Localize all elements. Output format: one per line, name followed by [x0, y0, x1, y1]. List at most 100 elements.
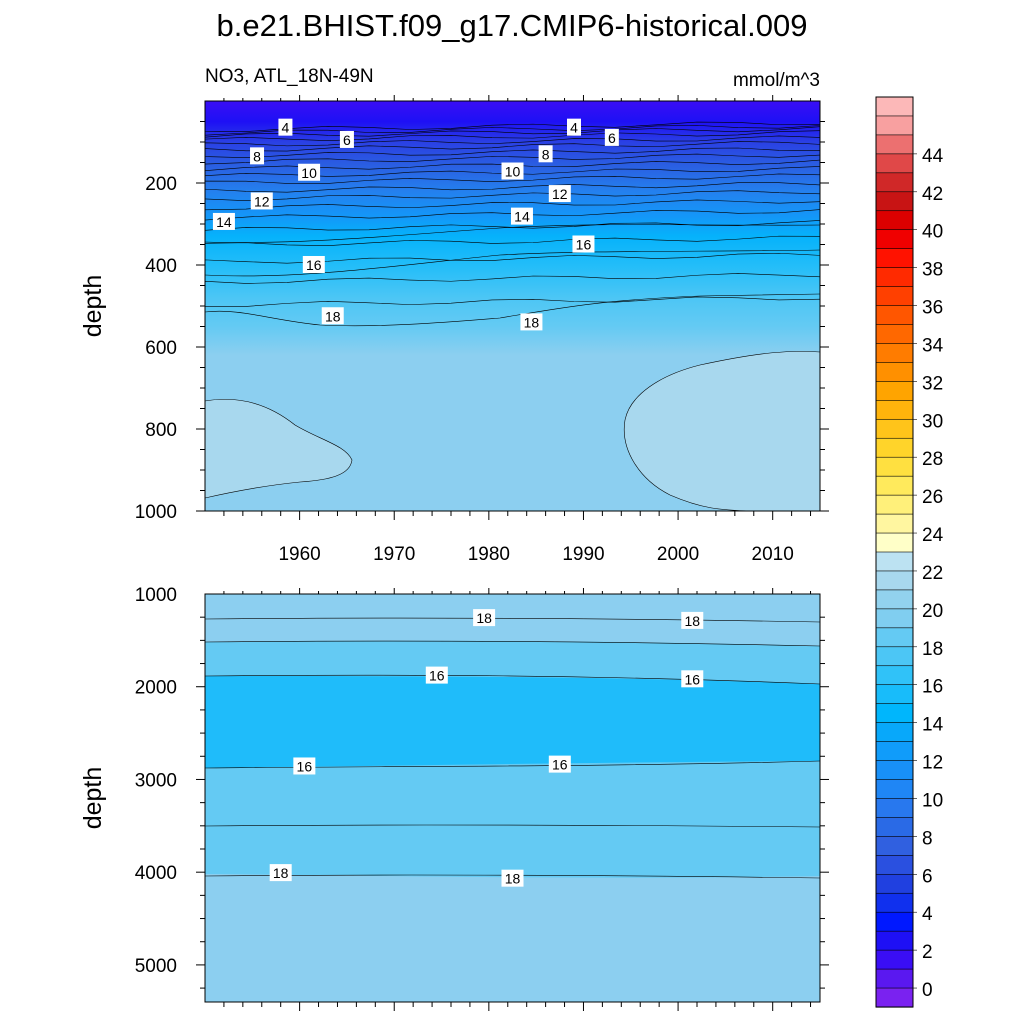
contour-label: 14: [216, 214, 232, 230]
y-tick-label: 600: [145, 338, 177, 359]
contour-label: 16: [306, 257, 322, 273]
contour-label: 18: [325, 308, 341, 324]
contour-label: 4: [282, 120, 290, 136]
contour-label: 16: [576, 237, 592, 253]
colorbar-box: [875, 362, 914, 382]
contour-label: 8: [253, 148, 261, 164]
contour-label: 8: [542, 146, 550, 162]
contour-label: 4: [570, 120, 578, 136]
colorbar-label: 8: [922, 828, 933, 849]
contour-label: 6: [343, 132, 351, 148]
contour-label: 6: [608, 130, 616, 146]
upper-blob-right: [623, 351, 820, 511]
subtitle-variable: NO3, ATL_18N-49N: [205, 66, 374, 87]
colorbar-box: [875, 172, 914, 193]
contour-label: 16: [429, 668, 445, 684]
colorbar-box: [875, 134, 914, 155]
colorbar-label: 32: [922, 373, 943, 394]
colorbar-label: 14: [922, 715, 944, 736]
y-tick-label: 3000: [135, 770, 177, 791]
contour-label-box: [520, 313, 543, 331]
colorbar-box: [875, 229, 914, 250]
colorbar-box: [875, 418, 914, 439]
colorbar-label: 26: [922, 487, 943, 508]
contour-label-box: [501, 869, 524, 887]
colorbar-box: [875, 305, 914, 326]
contour-label: 16: [684, 671, 700, 687]
colorbar-box: [875, 911, 914, 932]
contour-label-box: [250, 147, 265, 165]
contour-label-box: [567, 118, 581, 136]
y-tick-label: 800: [145, 420, 177, 441]
upper-y-axis-label: depth: [79, 275, 107, 338]
colorbar-box: [875, 968, 914, 989]
colorbar-box: [875, 191, 914, 212]
colorbar-box: [875, 987, 914, 1008]
y-tick-label: 1000: [135, 585, 177, 606]
contour-label-box: [212, 212, 235, 230]
colorbar-box: [875, 798, 914, 819]
lower-y-axis-label: depth: [79, 767, 107, 830]
colorbar-box: [875, 400, 914, 420]
colorbar-box: [875, 248, 914, 269]
contour-label: 18: [273, 865, 289, 881]
colorbar-label: 16: [922, 677, 943, 698]
colorbar-box: [875, 456, 914, 477]
contour-label-box: [548, 755, 571, 773]
contour-label: 16: [297, 758, 313, 774]
y-tick-label: 5000: [135, 956, 177, 977]
contour-label: 14: [514, 209, 530, 225]
contour-label: 18: [684, 613, 700, 629]
colorbar-box: [875, 437, 914, 458]
contour-label-box: [681, 611, 704, 629]
y-tick-label: 200: [145, 174, 177, 195]
colorbar-box: [875, 608, 914, 629]
colorbar-label: 22: [922, 563, 943, 584]
colorbar-box: [875, 949, 914, 970]
contour-label-box: [538, 145, 553, 163]
colorbar-box: [875, 627, 914, 648]
colorbar-box: [875, 570, 914, 591]
colorbar-box: [875, 324, 914, 345]
colorbar-label: 2: [922, 942, 933, 963]
contour-label: 18: [476, 610, 492, 626]
x-tick-label: 2000: [657, 544, 699, 565]
colorbar-label: 34: [922, 335, 944, 356]
colorbar-box: [875, 665, 914, 686]
colorbar-box: [875, 494, 914, 515]
lower-panel: 1000 2000 3000 4000 5000 18 18 16 16 16 16 18 18 de…: [79, 585, 829, 1011]
colorbar-label: 4: [922, 904, 933, 925]
contour-label-box: [278, 118, 293, 136]
colorbar-label: 6: [922, 866, 933, 887]
contour-label-box: [510, 207, 533, 225]
colorbar-box: [875, 115, 914, 136]
colorbar-box: [875, 836, 914, 856]
colorbar-box: [875, 930, 914, 951]
contour-label-box: [548, 185, 571, 203]
y-tick-label: 4000: [135, 863, 177, 884]
contour-label-box: [572, 235, 595, 253]
colorbar-box: [875, 210, 914, 231]
colorbar-box: [875, 741, 914, 762]
colorbar-box: [875, 153, 914, 174]
contour-label-box: [339, 130, 354, 148]
colorbar-box: [875, 551, 914, 572]
colorbar-label: 18: [922, 639, 943, 660]
contour-label: 10: [505, 164, 521, 180]
contour-label-box: [250, 192, 273, 210]
colorbar-box: [875, 779, 914, 800]
contour-label-box: [681, 670, 704, 688]
colorbar-box: [875, 760, 914, 781]
colorbar-box: [875, 817, 914, 837]
colorbar-box: [875, 646, 914, 667]
colorbar-box: [875, 381, 914, 401]
colorbar-label: 38: [922, 260, 943, 281]
colorbar-label: 36: [922, 298, 943, 319]
colorbar-label: 42: [922, 184, 943, 205]
colorbar-box: [875, 267, 914, 288]
x-tick-label: 1990: [562, 544, 604, 565]
colorbar-box: [875, 892, 914, 913]
colorbar-box: [875, 532, 914, 553]
colorbar-box: [875, 343, 914, 364]
